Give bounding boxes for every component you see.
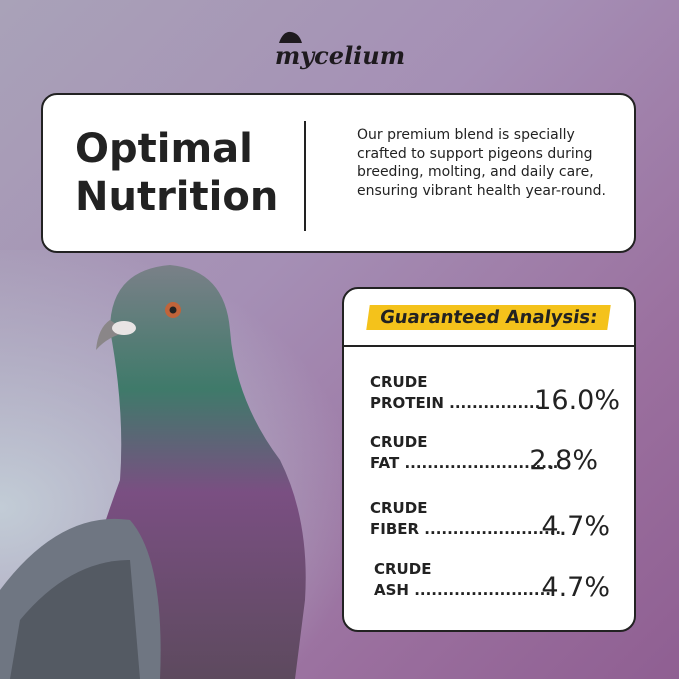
ash-value: 4.7% <box>541 572 610 603</box>
analysis-row-fat: CRUDE FAT ........................... 2.8… <box>370 433 598 476</box>
description: Our premium blend is specially crafted t… <box>357 127 606 199</box>
divider <box>304 121 306 231</box>
page-title: Optimal Nutrition <box>75 126 279 220</box>
analysis-row-fiber: CRUDE FIBER ........................ 4.7% <box>370 499 610 542</box>
logo-text: mycelium <box>274 41 406 70</box>
guaranteed-analysis-card: Guaranteed Analysis: CRUDE PROTEIN ......… <box>342 287 636 632</box>
intro-card: Optimal Nutrition Our premium blend is sp… <box>41 93 636 253</box>
fat-value: 2.8% <box>529 445 598 476</box>
pigeon-image <box>0 265 306 679</box>
protein-value: 16.0% <box>534 385 620 416</box>
fiber-value: 4.7% <box>541 511 610 542</box>
analysis-heading: Guaranteed Analysis: <box>366 304 612 330</box>
analysis-row-protein: CRUDE PROTEIN ................ 16.0% <box>370 373 620 416</box>
mushroom-cap-icon <box>279 31 302 43</box>
analysis-row-ash: CRUDE ASH ........................ 4.7% <box>374 560 610 603</box>
brand-logo: mycelium <box>275 30 405 70</box>
